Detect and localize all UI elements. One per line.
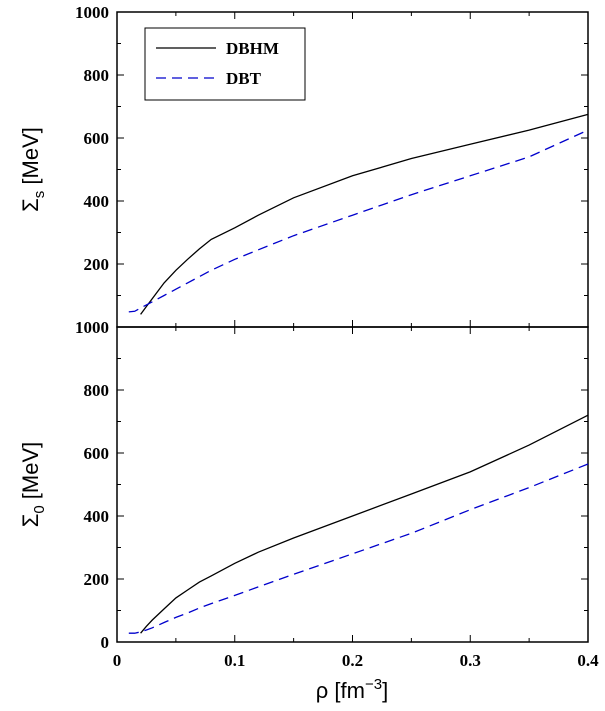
legend-box xyxy=(144,27,306,101)
x-axis: 0 0.1 0.2 0.3 0.4 ρ [fm−3] xyxy=(113,651,599,703)
x-axis-label: ρ [fm−3] xyxy=(316,676,388,703)
legend-label-dbhm: DBHM xyxy=(226,39,279,58)
y-axis-label: Σ0 [MeV] xyxy=(18,442,48,528)
legend-label-dbt: DBT xyxy=(226,69,262,88)
y-tick-label: 400 xyxy=(84,507,110,526)
bottom-panel: 0 200 400 600 800 1000 Σ0 [MeV] xyxy=(18,318,589,652)
y-tick-label: 200 xyxy=(84,255,110,274)
y-tick-label: 1000 xyxy=(75,3,109,22)
y-tick-label: 800 xyxy=(84,66,110,85)
series-line-dbhm xyxy=(140,414,589,634)
legend: DBHM DBT xyxy=(144,27,306,101)
y-tick-label: 800 xyxy=(84,381,110,400)
x-tick-label: 0.2 xyxy=(342,651,363,670)
series-line-dbt xyxy=(128,463,589,634)
series-line-dbhm xyxy=(140,113,589,315)
y-axis-label: Σs [MeV] xyxy=(18,127,48,212)
y-tick-label: 600 xyxy=(84,129,110,148)
x-tick-label: 0.3 xyxy=(460,651,481,670)
y-tick-label: 1000 xyxy=(75,318,109,337)
y-tick-label: 200 xyxy=(84,570,110,589)
y-tick-label: 600 xyxy=(84,444,110,463)
x-tick-label: 0.4 xyxy=(577,651,599,670)
series-line-dbt xyxy=(128,129,589,313)
y-tick-label: 0 xyxy=(101,633,110,652)
x-tick-label: 0.1 xyxy=(224,651,245,670)
y-tick-label: 400 xyxy=(84,192,110,211)
plot-frame xyxy=(116,326,589,643)
x-tick-label: 0 xyxy=(113,651,122,670)
